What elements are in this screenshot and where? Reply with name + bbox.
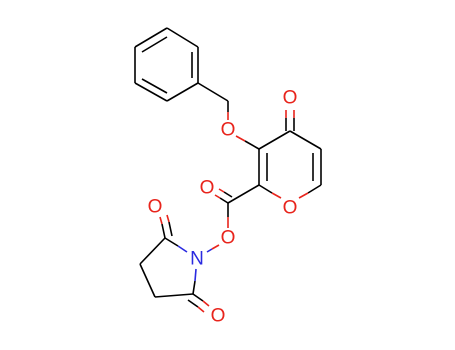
bond-line — [235, 135, 246, 142]
bonds — [134, 27, 322, 313]
atom-label: O — [283, 198, 298, 219]
bond-line — [307, 184, 322, 194]
bond-line — [197, 306, 205, 313]
bond-line — [289, 130, 322, 150]
bond-line — [177, 245, 188, 253]
bond-line — [194, 268, 197, 282]
bond-line — [219, 197, 229, 204]
bond-line — [154, 293, 194, 298]
atom-label: O — [148, 197, 163, 218]
bond-line — [244, 140, 260, 150]
bond-line — [139, 263, 156, 298]
bond-line — [164, 237, 179, 247]
bond-line — [206, 248, 213, 253]
bond-line — [134, 82, 168, 102]
bond-line — [139, 237, 166, 265]
bond-line — [218, 188, 225, 193]
bond-line — [159, 216, 163, 225]
bond-line — [258, 130, 291, 150]
bond-line — [197, 82, 229, 102]
bond-line — [168, 221, 173, 237]
bond-line — [298, 192, 309, 199]
atom-label: O — [211, 306, 226, 327]
atom-label: O — [200, 178, 215, 199]
bond-line — [211, 244, 220, 250]
bond-line — [258, 184, 273, 194]
atom-label: O — [221, 120, 236, 141]
bond-line — [202, 300, 210, 307]
bond-line — [192, 280, 196, 295]
bond-line — [166, 27, 199, 48]
bond-line — [271, 192, 282, 199]
atom-label: N — [190, 249, 204, 270]
bond-line — [161, 223, 166, 239]
bond-line — [134, 27, 168, 48]
bond-line — [141, 78, 168, 94]
bond-line — [227, 184, 260, 204]
bond-line — [141, 36, 168, 53]
bond-line — [192, 293, 204, 302]
bond-line — [166, 82, 199, 102]
bond-line — [166, 214, 170, 223]
bond-line — [187, 299, 199, 308]
bond-line — [223, 191, 233, 198]
bond-line — [214, 194, 221, 199]
atom-label: O — [221, 228, 236, 249]
atom-label: O — [283, 88, 298, 109]
